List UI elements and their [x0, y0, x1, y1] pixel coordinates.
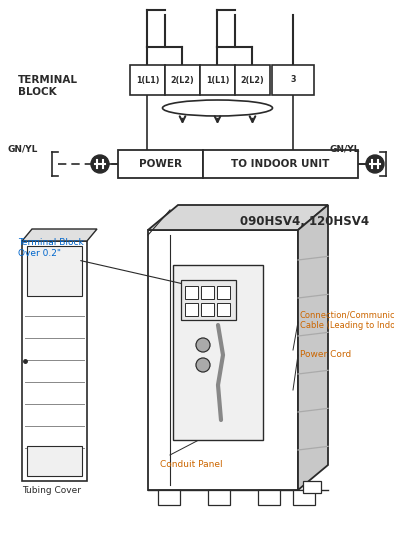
- Bar: [148, 230, 298, 490]
- Text: Conduit Panel: Conduit Panel: [160, 460, 223, 469]
- Text: 2(L2): 2(L2): [241, 76, 264, 85]
- Text: GN/YL: GN/YL: [8, 145, 38, 153]
- Text: Terminal Block
Over 0.2": Terminal Block Over 0.2": [18, 238, 84, 258]
- Bar: [201, 286, 214, 299]
- Bar: [173, 265, 263, 440]
- Bar: [200, 65, 235, 95]
- Circle shape: [196, 358, 210, 372]
- Text: POWER: POWER: [139, 159, 182, 169]
- Bar: [27, 246, 82, 296]
- Text: 1(L1): 1(L1): [206, 76, 229, 85]
- Bar: [303, 481, 321, 493]
- Bar: [185, 286, 198, 299]
- Bar: [27, 446, 82, 476]
- Text: 2(L2): 2(L2): [171, 76, 194, 85]
- Text: Tubing Cover: Tubing Cover: [22, 486, 81, 495]
- Bar: [185, 303, 198, 316]
- Bar: [181, 280, 236, 320]
- Bar: [201, 303, 214, 316]
- Bar: [165, 65, 200, 95]
- Bar: [22, 241, 87, 481]
- Circle shape: [91, 155, 109, 173]
- Text: TO INDOOR UNIT: TO INDOOR UNIT: [231, 159, 330, 169]
- Bar: [293, 490, 315, 505]
- Bar: [258, 490, 280, 505]
- Bar: [217, 286, 230, 299]
- Text: Power Cord: Power Cord: [300, 350, 351, 359]
- Text: 1(L1): 1(L1): [136, 76, 159, 85]
- Bar: [217, 303, 230, 316]
- Polygon shape: [148, 205, 328, 230]
- Text: 3: 3: [290, 76, 296, 85]
- Bar: [272, 65, 314, 95]
- Text: TERMINAL
BLOCK: TERMINAL BLOCK: [18, 75, 78, 98]
- Circle shape: [366, 155, 384, 173]
- Bar: [203, 150, 358, 178]
- Bar: [130, 65, 165, 95]
- Bar: [158, 490, 180, 505]
- Polygon shape: [298, 205, 328, 490]
- Bar: [208, 490, 230, 505]
- Text: Connection/Communication
Cable (Leading to Indoor Unit): Connection/Communication Cable (Leading …: [300, 310, 394, 330]
- Text: 090HSV4, 120HSV4: 090HSV4, 120HSV4: [240, 215, 369, 228]
- Bar: [235, 65, 270, 95]
- Polygon shape: [22, 229, 97, 241]
- Bar: [118, 150, 203, 178]
- Text: GN/YL: GN/YL: [330, 145, 361, 153]
- Circle shape: [196, 338, 210, 352]
